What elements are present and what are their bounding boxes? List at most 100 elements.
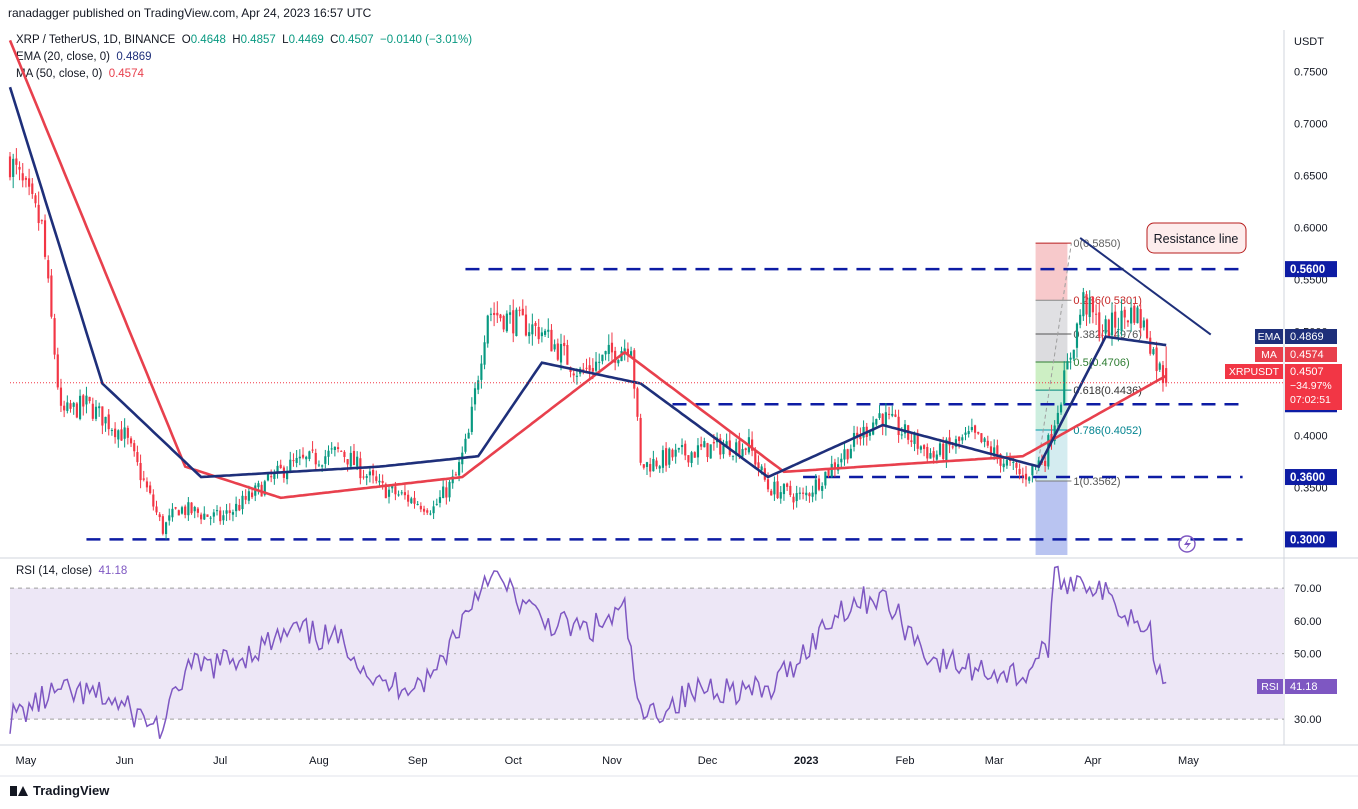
candle-body — [779, 492, 782, 499]
candle-body — [512, 310, 515, 334]
candle-body — [537, 326, 540, 340]
candle-body — [1126, 320, 1130, 323]
candle-body — [674, 449, 677, 457]
candle-body — [200, 514, 203, 520]
candle-body — [824, 471, 827, 486]
candle-body — [340, 450, 343, 452]
candle-body — [136, 452, 139, 463]
candle-body — [856, 432, 859, 438]
candle-body — [266, 473, 270, 481]
candle-body — [346, 459, 349, 465]
candle-body — [588, 365, 591, 371]
resistance-callout[interactable] — [1146, 222, 1247, 254]
candle-body — [913, 433, 916, 444]
price-tick-8: 0.3500 — [1294, 482, 1328, 494]
candle-body — [1015, 463, 1018, 468]
candle-body — [489, 313, 493, 315]
candle-body — [973, 425, 977, 433]
candle-body — [827, 469, 830, 476]
candle-body — [426, 510, 429, 513]
candle-body — [1069, 357, 1072, 360]
candle-body — [250, 492, 254, 498]
candle-body — [623, 348, 626, 352]
candle-body — [639, 417, 642, 463]
candle-body — [919, 446, 922, 450]
legend-ema-row[interactable]: EMA (20, close, 0) 0.4869 — [16, 51, 152, 63]
rsi-axis-ticks[interactable]: 70.00 60.00 50.00 30.00 — [1294, 583, 1322, 726]
time-label-7: Dec — [698, 755, 718, 767]
candle-body — [59, 387, 63, 406]
candle-body — [801, 492, 805, 494]
ma-badge-value: 0.4574 — [1290, 349, 1324, 361]
candle-body — [413, 497, 416, 504]
legend-ma-row[interactable]: MA (50, close, 0) 0.4574 — [16, 68, 144, 80]
candle-body — [833, 462, 836, 469]
candle-body — [397, 494, 400, 496]
candle-body — [782, 484, 786, 495]
candle-body — [617, 359, 620, 364]
ema20-line[interactable] — [8, 86, 1167, 479]
candle-body — [473, 388, 477, 405]
legend-symbol[interactable]: XRP / TetherUS, 1D, BINANCE — [16, 34, 176, 46]
candle-body — [1028, 477, 1031, 481]
fib-trend-line — [1035, 243, 1072, 482]
candle-body — [770, 490, 773, 496]
time-label-9: Feb — [896, 755, 915, 767]
resistance-trendline[interactable] — [1079, 237, 1212, 336]
candle-body — [964, 432, 967, 435]
candle-body — [735, 442, 738, 456]
candle-body — [958, 436, 961, 441]
rsi-line[interactable] — [9, 565, 1167, 739]
candle-body — [553, 344, 556, 350]
tradingview-logo[interactable]: TradingView — [10, 783, 109, 798]
candle-body — [1066, 361, 1069, 370]
time-axis[interactable]: May Jun Jul Aug Sep Oct Nov Dec 2023 Feb Mar Apr May — [16, 755, 1200, 767]
candle-body — [751, 439, 754, 451]
candle-body — [196, 508, 199, 513]
candle-body — [327, 450, 330, 457]
lightning-icon[interactable] — [1178, 535, 1196, 553]
candle-body — [235, 503, 238, 512]
candle-body — [575, 375, 579, 377]
ma50-line[interactable] — [8, 39, 1167, 500]
candle-body — [391, 485, 394, 489]
candle-body — [1142, 320, 1145, 328]
price-tick-2: 0.6500 — [1294, 171, 1328, 183]
level-badge-0 — [1285, 261, 1337, 278]
candle-body — [362, 476, 365, 478]
candle-body — [53, 318, 56, 355]
candle-body — [1133, 305, 1136, 323]
candle-body — [82, 395, 85, 407]
candle-body — [671, 449, 674, 458]
candle-body — [938, 443, 942, 455]
candle-body — [228, 510, 231, 513]
fib-retracement[interactable]: 0(0.5850)0.236(0.5301)0.382(0.4976)0.5(0… — [1035, 238, 1142, 555]
level-badge-3 — [1285, 531, 1337, 548]
candle-body — [900, 434, 903, 436]
candle-body — [222, 515, 225, 521]
rsi-tick-1: 60.00 — [1294, 616, 1322, 628]
candle-body — [942, 443, 945, 459]
legend-rsi-row[interactable]: RSI (14, close) 41.18 — [16, 565, 127, 577]
candle-body — [8, 156, 12, 178]
candle-body — [203, 513, 206, 520]
support-resistance-levels[interactable] — [86, 267, 1243, 541]
candle-body — [951, 446, 954, 448]
candle-body — [400, 492, 403, 494]
candle-body — [591, 367, 594, 372]
fib-label-0: 0(0.5850) — [1073, 238, 1120, 250]
candle-body — [986, 440, 989, 446]
candle-body — [225, 510, 228, 514]
candle-body — [477, 380, 480, 390]
candle-body — [916, 433, 919, 449]
candle-body — [155, 506, 158, 513]
candle-body — [1085, 294, 1088, 315]
candle-body — [661, 450, 665, 468]
rsi-badge-value: 41.18 — [1290, 681, 1318, 693]
candle-body — [47, 260, 50, 279]
candle-body — [28, 178, 31, 187]
candle-body — [792, 496, 795, 503]
candle-body — [658, 466, 661, 469]
candle-body — [773, 481, 776, 495]
